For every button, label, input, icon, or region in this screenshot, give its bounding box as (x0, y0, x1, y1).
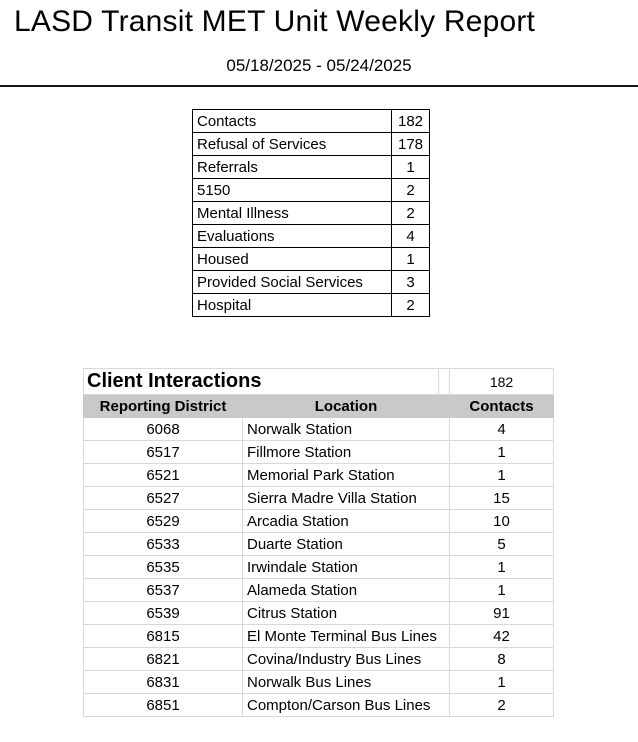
col-header-reporting-district: Reporting District (83, 394, 243, 418)
district-cell: 6821 (83, 647, 243, 671)
contacts-cell: 2 (449, 693, 555, 717)
location-cell: Duarte Station (241, 532, 451, 556)
contacts-cell: 91 (449, 601, 555, 625)
table-row: 6517 Fillmore Station 1 (83, 440, 555, 464)
summary-row: Evaluations 4 (192, 224, 430, 248)
district-cell: 6851 (83, 693, 243, 717)
summary-row: Provided Social Services 3 (192, 270, 430, 294)
summary-value: 3 (391, 270, 430, 294)
table-row: 6521 Memorial Park Station 1 (83, 463, 555, 487)
location-cell: Alameda Station (241, 578, 451, 602)
location-cell: Fillmore Station (241, 440, 451, 464)
district-cell: 6537 (83, 578, 243, 602)
table-row: 6831 Norwalk Bus Lines 1 (83, 670, 555, 694)
contacts-cell: 10 (449, 509, 555, 533)
summary-value: 2 (391, 178, 430, 202)
client-interactions-title-row: Client Interactions 182 (82, 368, 555, 395)
district-cell: 6527 (83, 486, 243, 510)
location-cell: Citrus Station (241, 601, 451, 625)
summary-row: Contacts 182 (192, 109, 430, 133)
client-interactions-table: Client Interactions 182 Reporting Distri… (82, 368, 555, 717)
location-cell: Norwalk Station (241, 417, 451, 441)
location-cell: Arcadia Station (241, 509, 451, 533)
location-cell: Irwindale Station (241, 555, 451, 579)
summary-rows: Contacts 182 Refusal of Services 178 Referra… (192, 109, 430, 317)
location-cell: Covina/Industry Bus Lines (241, 647, 451, 671)
report-header: LASD Transit MET Unit Weekly Report 05/1… (0, 0, 638, 87)
summary-label: Referrals (192, 155, 392, 179)
table-row: 6815 El Monte Terminal Bus Lines 42 (83, 624, 555, 648)
contacts-cell: 1 (449, 440, 555, 464)
location-cell: Compton/Carson Bus Lines (241, 693, 451, 717)
district-cell: 6831 (83, 670, 243, 694)
location-cell: El Monte Terminal Bus Lines (241, 624, 451, 648)
client-rows: 6068 Norwalk Station 4 6517 Fillmore Station… (83, 417, 555, 717)
summary-label: Hospital (192, 293, 392, 317)
summary-label: Housed (192, 247, 392, 271)
summary-value: 178 (391, 132, 430, 156)
contacts-cell: 1 (449, 463, 555, 487)
location-cell: Sierra Madre Villa Station (241, 486, 451, 510)
column-header-row: Reporting District Location Contacts (83, 394, 555, 418)
summary-value: 2 (391, 201, 430, 225)
summary-row: Hospital 2 (192, 293, 430, 317)
summary-value: 1 (391, 155, 430, 179)
table-row: 6068 Norwalk Station 4 (83, 417, 555, 441)
contacts-cell: 1 (449, 670, 555, 694)
district-cell: 6535 (83, 555, 243, 579)
summary-value: 1 (391, 247, 430, 271)
location-cell: Norwalk Bus Lines (241, 670, 451, 694)
summary-label: 5150 (192, 178, 392, 202)
summary-label: Contacts (192, 109, 392, 133)
summary-row: Referrals 1 (192, 155, 430, 179)
contacts-cell: 15 (449, 486, 555, 510)
summary-row: Refusal of Services 178 (192, 132, 430, 156)
district-cell: 6521 (83, 463, 243, 487)
summary-label: Mental Illness (192, 201, 392, 225)
contacts-cell: 8 (449, 647, 555, 671)
summary-row: Mental Illness 2 (192, 201, 430, 225)
table-row: 6851 Compton/Carson Bus Lines 2 (83, 693, 555, 717)
district-cell: 6517 (83, 440, 243, 464)
summary-row: Housed 1 (192, 247, 430, 271)
table-row: 6533 Duarte Station 5 (83, 532, 555, 556)
contacts-cell: 1 (449, 555, 555, 579)
contacts-cell: 1 (449, 578, 555, 602)
district-cell: 6815 (83, 624, 243, 648)
location-cell: Memorial Park Station (241, 463, 451, 487)
table-row: 6821 Covina/Industry Bus Lines 8 (83, 647, 555, 671)
col-header-contacts: Contacts (449, 394, 555, 418)
summary-table: Contacts 182 Refusal of Services 178 Referra… (192, 109, 430, 317)
summary-row: 5150 2 (192, 178, 430, 202)
summary-label: Refusal of Services (192, 132, 392, 156)
contacts-cell: 4 (449, 417, 555, 441)
table-row: 6535 Irwindale Station 1 (83, 555, 555, 579)
spacer-cell (438, 368, 451, 395)
district-cell: 6529 (83, 509, 243, 533)
district-cell: 6533 (83, 532, 243, 556)
contacts-cell: 5 (449, 532, 555, 556)
page-title: LASD Transit MET Unit Weekly Report (14, 5, 536, 38)
table-row: 6529 Arcadia Station 10 (83, 509, 555, 533)
client-interactions-total: 182 (449, 368, 555, 395)
table-row: 6537 Alameda Station 1 (83, 578, 555, 602)
table-row: 6539 Citrus Station 91 (83, 601, 555, 625)
summary-value: 4 (391, 224, 430, 248)
col-header-location: Location (241, 394, 451, 418)
summary-label: Provided Social Services (192, 270, 392, 294)
summary-label: Evaluations (192, 224, 392, 248)
summary-value: 182 (391, 109, 430, 133)
contacts-cell: 42 (449, 624, 555, 648)
client-interactions-title: Client Interactions (82, 368, 440, 395)
date-range: 05/18/2025 - 05/24/2025 (226, 56, 412, 75)
table-row: 6527 Sierra Madre Villa Station 15 (83, 486, 555, 510)
district-cell: 6539 (83, 601, 243, 625)
summary-value: 2 (391, 293, 430, 317)
district-cell: 6068 (83, 417, 243, 441)
